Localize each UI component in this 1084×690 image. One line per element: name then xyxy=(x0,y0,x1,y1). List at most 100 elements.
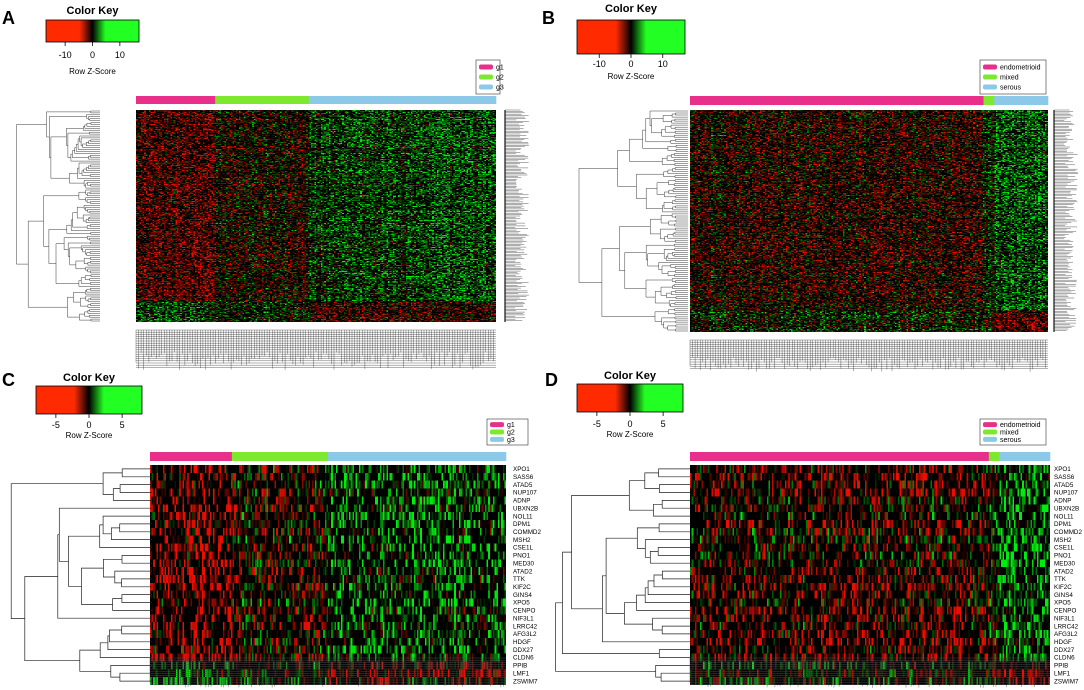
heatmap-cell xyxy=(378,116,380,117)
heatmap-cell xyxy=(306,117,308,118)
heatmap-cell xyxy=(308,122,310,123)
heatmap-cell xyxy=(468,111,470,112)
heatmap-cell xyxy=(269,121,271,122)
heatmap-cell xyxy=(164,118,166,119)
heatmap-cell xyxy=(141,122,143,123)
heatmap-cell xyxy=(273,114,275,115)
heatmap-cell xyxy=(393,122,395,123)
heatmap-cell xyxy=(450,116,452,117)
heatmap-cell xyxy=(480,116,482,117)
heatmap-cell xyxy=(323,121,325,122)
heatmap-cell xyxy=(344,121,346,122)
heatmap-cell xyxy=(359,120,361,121)
heatmap-cell xyxy=(277,116,279,117)
heatmap-cell xyxy=(236,115,238,116)
heatmap-cell xyxy=(187,115,189,116)
heatmap-cell xyxy=(375,116,377,117)
heatmap-cell xyxy=(303,115,305,116)
heatmap-cell xyxy=(282,121,284,122)
heatmap-cell xyxy=(260,121,262,122)
heatmap-cell xyxy=(427,114,429,115)
heatmap-cell xyxy=(293,121,295,122)
heatmap-cell xyxy=(269,118,271,119)
heatmap-cell xyxy=(460,112,462,113)
heatmap-cell xyxy=(228,121,230,122)
heatmap-cell xyxy=(198,118,200,119)
heatmap-cell xyxy=(247,112,249,113)
heatmap-cell xyxy=(377,113,379,114)
heatmap-cell xyxy=(219,123,221,124)
heatmap-cell xyxy=(185,119,187,120)
heatmap-cell xyxy=(144,122,146,123)
heatmap-cell xyxy=(468,118,470,119)
heatmap-cell xyxy=(144,123,146,124)
heatmap-cell xyxy=(377,120,379,121)
heatmap-cell xyxy=(434,114,436,115)
heatmap-cell xyxy=(324,122,326,123)
heatmap-cell xyxy=(416,114,418,115)
heatmap-cell xyxy=(185,115,187,116)
heatmap-cell xyxy=(468,116,470,117)
panel-a: A Color Key-10 0 10Row Z-Score g1g2g3 xyxy=(2,5,529,370)
heatmap-cell xyxy=(179,122,181,123)
heatmap-cell xyxy=(368,122,370,123)
heatmap-cell xyxy=(345,111,347,112)
heatmap-cell xyxy=(437,117,439,118)
heatmap-cell xyxy=(311,116,313,117)
heatmap-cell xyxy=(267,121,269,122)
heatmap-cell xyxy=(311,119,313,120)
heatmap-cell xyxy=(357,121,359,122)
heatmap-cell xyxy=(300,122,302,123)
heatmap-cell xyxy=(255,121,257,122)
heatmap-cell xyxy=(180,118,182,119)
heatmap-cell xyxy=(282,111,284,112)
heatmap-cell xyxy=(370,112,372,113)
heatmap-cell xyxy=(203,120,205,121)
heatmap-cell xyxy=(236,116,238,117)
heatmap-cell xyxy=(494,116,496,117)
heatmap-cell xyxy=(231,119,233,120)
heatmap-cell xyxy=(453,113,455,114)
heatmap-cell xyxy=(457,118,459,119)
heatmap-cell xyxy=(152,119,154,120)
heatmap-cell xyxy=(440,113,442,114)
heatmap-cell xyxy=(141,110,143,111)
heatmap-cell xyxy=(396,118,398,119)
heatmap-cell xyxy=(259,114,261,115)
heatmap-cell xyxy=(278,111,280,112)
heatmap-cell xyxy=(283,123,285,124)
heatmap-cell xyxy=(280,123,282,124)
heatmap-cell xyxy=(367,110,369,111)
heatmap-cell xyxy=(252,114,254,115)
heatmap-cell xyxy=(270,123,272,124)
heatmap-cell xyxy=(183,121,185,122)
heatmap-cell xyxy=(419,117,421,118)
heatmap-cell xyxy=(154,121,156,122)
heatmap-cell xyxy=(385,121,387,122)
heatmap-cell xyxy=(164,110,166,111)
heatmap-cell xyxy=(475,118,477,119)
heatmap-cell xyxy=(272,123,274,124)
heatmap-cell xyxy=(237,114,239,115)
heatmap-cell xyxy=(388,121,390,122)
heatmap-cell xyxy=(429,114,431,115)
heatmap-cell xyxy=(352,121,354,122)
heatmap-cell xyxy=(255,122,257,123)
heatmap-cell xyxy=(403,110,405,111)
heatmap-cell xyxy=(183,110,185,111)
heatmap-cell xyxy=(211,116,213,117)
heatmap-cell xyxy=(219,120,221,121)
heatmap-cell xyxy=(362,119,364,120)
heatmap-cell xyxy=(386,121,388,122)
heatmap-cell xyxy=(481,117,483,118)
heatmap-cell xyxy=(219,118,221,119)
heatmap-cell xyxy=(453,118,455,119)
heatmap-cell xyxy=(468,118,470,119)
heatmap-cell xyxy=(311,114,313,115)
heatmap-cell xyxy=(154,117,156,118)
heatmap-cell xyxy=(190,121,192,122)
heatmap-cell xyxy=(159,118,161,119)
heatmap-cell xyxy=(450,117,452,118)
heatmap-cell xyxy=(399,118,401,119)
heatmap-cell xyxy=(386,111,388,112)
